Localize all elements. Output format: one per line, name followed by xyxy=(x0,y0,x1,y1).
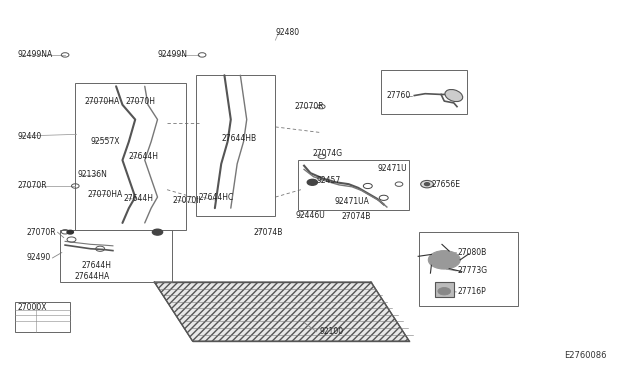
Text: 27760: 27760 xyxy=(387,91,411,100)
Bar xyxy=(60,230,172,282)
Text: 27644HC: 27644HC xyxy=(199,193,234,202)
Bar xyxy=(196,75,275,215)
Text: 27070R: 27070R xyxy=(17,182,47,190)
Text: 92471UA: 92471UA xyxy=(334,198,369,206)
Text: 27644HB: 27644HB xyxy=(221,134,257,142)
Text: 92136N: 92136N xyxy=(78,170,108,179)
Text: 27644H: 27644H xyxy=(81,261,111,270)
Text: 27074G: 27074G xyxy=(312,150,342,158)
Text: 92480: 92480 xyxy=(275,28,300,37)
Circle shape xyxy=(428,251,460,269)
Text: 92457: 92457 xyxy=(316,176,340,185)
Bar xyxy=(75,83,186,230)
Text: 27716P: 27716P xyxy=(457,288,486,296)
Text: 27070R: 27070R xyxy=(294,102,324,111)
Text: 27644HA: 27644HA xyxy=(75,272,110,281)
Text: 27644H: 27644H xyxy=(129,152,159,161)
Text: 27070R: 27070R xyxy=(27,228,56,237)
Text: 27070HA: 27070HA xyxy=(84,97,120,106)
Text: 92499NA: 92499NA xyxy=(17,51,52,60)
Text: 27074B: 27074B xyxy=(253,228,282,237)
Circle shape xyxy=(307,179,317,185)
Bar xyxy=(15,302,70,332)
Circle shape xyxy=(438,288,451,295)
Ellipse shape xyxy=(445,90,463,102)
Circle shape xyxy=(424,183,429,186)
Polygon shape xyxy=(154,282,409,341)
Text: 27656E: 27656E xyxy=(431,180,461,189)
Text: 92100: 92100 xyxy=(320,327,344,336)
Text: 27773G: 27773G xyxy=(457,266,487,275)
Text: 92446U: 92446U xyxy=(296,211,326,220)
Circle shape xyxy=(420,180,433,188)
Text: 27000X: 27000X xyxy=(17,303,47,312)
Text: 92557X: 92557X xyxy=(91,137,120,146)
Text: 27070HA: 27070HA xyxy=(88,190,123,199)
Bar xyxy=(435,282,454,297)
Text: 27644H: 27644H xyxy=(124,194,154,203)
Bar xyxy=(419,232,518,306)
Text: 92440: 92440 xyxy=(17,132,42,141)
Text: 27070H: 27070H xyxy=(125,97,156,106)
Text: 92471U: 92471U xyxy=(378,164,407,173)
Text: E2760086: E2760086 xyxy=(564,350,607,359)
Circle shape xyxy=(67,230,74,234)
Bar xyxy=(298,160,409,210)
Text: 27074B: 27074B xyxy=(342,212,371,221)
Text: 92490: 92490 xyxy=(27,253,51,263)
Text: 27070II: 27070II xyxy=(172,196,201,205)
Circle shape xyxy=(152,229,163,235)
Text: 92499N: 92499N xyxy=(157,51,188,60)
Text: 27080B: 27080B xyxy=(457,248,486,257)
Bar xyxy=(381,70,467,114)
